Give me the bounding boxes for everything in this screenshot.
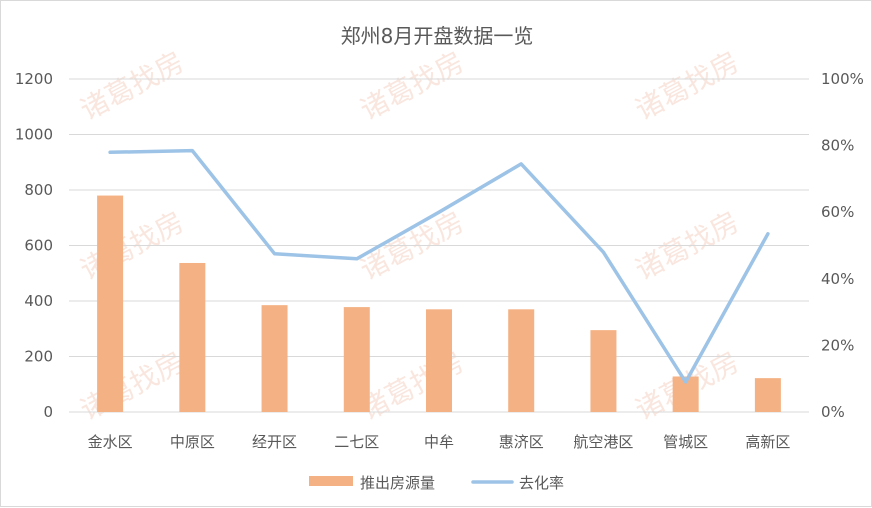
category-label: 航空港区 — [573, 433, 633, 451]
bar-高新区 — [755, 378, 781, 412]
left-tick-label: 1200 — [15, 70, 53, 88]
bar-中牟 — [426, 309, 452, 412]
category-label: 经开区 — [252, 433, 297, 451]
right-tick-label: 40% — [821, 270, 854, 288]
left-tick-label: 1000 — [15, 126, 53, 144]
category-label: 惠济区 — [499, 433, 544, 451]
bar-金水区 — [97, 196, 123, 412]
watermark-text: 诸葛找房 — [355, 45, 469, 127]
left-tick-label: 800 — [24, 181, 53, 199]
bar-中原区 — [179, 263, 205, 412]
bar-二七区 — [344, 307, 370, 412]
chart-title: 郑州8月开盘数据一览 — [341, 24, 534, 48]
category-label: 二七区 — [334, 433, 379, 451]
watermark-text: 诸葛找房 — [75, 345, 189, 427]
right-tick-label: 80% — [821, 137, 854, 155]
legend: 推出房源量 去化率 — [309, 474, 564, 492]
right-tick-label: 0% — [821, 403, 845, 421]
category-label: 金水区 — [88, 433, 133, 451]
right-tick-label: 20% — [821, 336, 854, 354]
legend-label-line: 去化率 — [519, 474, 564, 492]
right-tick-label: 100% — [821, 70, 864, 88]
watermark-text: 诸葛找房 — [355, 345, 469, 427]
left-tick-label: 600 — [24, 237, 53, 255]
legend-label-bar: 推出房源量 — [360, 474, 435, 492]
right-tick-label: 60% — [821, 203, 854, 221]
left-tick-label: 400 — [24, 292, 53, 310]
legend-swatch-bar — [309, 476, 353, 486]
left-tick-label: 0 — [43, 403, 53, 421]
x-axis: 金水区 中原区 经开区 二七区 中牟 惠济区 航空港区 管城区 高新区 — [88, 433, 791, 451]
bar-经开区 — [262, 305, 288, 412]
bar-惠济区 — [508, 309, 534, 412]
watermark-text: 诸葛找房 — [75, 45, 189, 127]
watermark-text: 诸葛找房 — [630, 45, 744, 127]
category-label: 高新区 — [745, 433, 790, 451]
bar-series — [97, 196, 781, 412]
left-axis: 0 200 400 600 800 1000 1200 — [15, 70, 53, 421]
category-label: 中原区 — [170, 433, 215, 451]
bar-航空港区 — [590, 330, 616, 412]
category-label: 中牟 — [424, 433, 454, 451]
category-label: 管城区 — [663, 433, 708, 451]
right-axis: 0% 20% 40% 60% 80% 100% — [821, 70, 864, 421]
watermark-layer: 诸葛找房诸葛找房诸葛找房诸葛找房诸葛找房诸葛找房诸葛找房诸葛找房诸葛找房 — [75, 45, 744, 427]
left-tick-label: 200 — [24, 348, 53, 366]
